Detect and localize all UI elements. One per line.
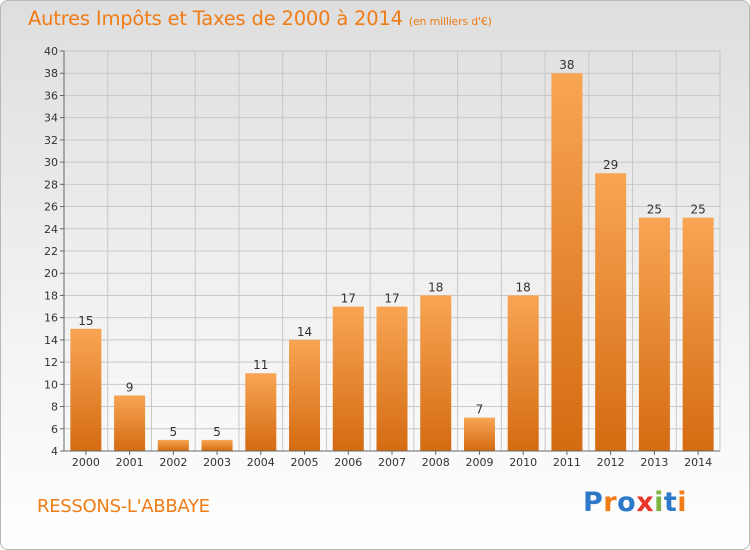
y-tick-label: 10 [44, 378, 58, 391]
chart-title-text: Autres Impôts et Taxes de 2000 à 2014 [28, 7, 403, 30]
y-tick-label: 14 [44, 334, 58, 347]
x-tick-label: 2003 [203, 456, 231, 469]
y-tick-label: 22 [44, 245, 58, 258]
y-tick-label: 32 [44, 134, 58, 147]
bar-value-label: 14 [297, 325, 312, 339]
y-tick-label: 16 [44, 312, 58, 325]
bar [638, 217, 670, 451]
x-tick-label: 2011 [553, 456, 581, 469]
y-tick-label: 8 [51, 401, 58, 414]
x-tick-label: 2006 [334, 456, 362, 469]
y-tick-label: 30 [44, 156, 58, 169]
x-tick-label: 2007 [378, 456, 406, 469]
logo-letter: o [617, 487, 637, 518]
logo-letter: P [583, 487, 604, 518]
x-tick-label: 2002 [159, 456, 187, 469]
bar-value-label: 15 [78, 314, 93, 328]
bar [551, 73, 583, 451]
bar [70, 328, 102, 451]
bar-value-label: 18 [428, 280, 443, 294]
x-tick-label: 2013 [640, 456, 668, 469]
y-tick-label: 12 [44, 356, 58, 369]
y-tick-label: 28 [44, 178, 58, 191]
bar-value-label: 7 [476, 403, 484, 417]
x-tick-label: 2001 [116, 456, 144, 469]
x-tick-label: 2005 [291, 456, 319, 469]
bar-value-label: 25 [690, 203, 705, 217]
bar-value-label: 18 [516, 280, 531, 294]
y-tick-label: 36 [44, 89, 58, 102]
bar [463, 417, 495, 451]
x-tick-label: 2014 [684, 456, 712, 469]
bar-value-label: 29 [603, 158, 618, 172]
axes: 4 6 8 10 12 14 16 18 20 22 24 26 28 30 32 34 36 38 40 2000 2… [44, 45, 720, 469]
y-tick-label: 24 [44, 223, 58, 236]
bar [114, 395, 146, 451]
bar-value-label: 25 [647, 203, 662, 217]
x-tick-label: 2008 [422, 456, 450, 469]
bar [332, 306, 364, 451]
logo-letter: r [603, 487, 618, 518]
x-tick-label: 2010 [509, 456, 537, 469]
bar [507, 295, 539, 451]
bar [595, 173, 627, 451]
y-tick-label: 6 [51, 423, 58, 436]
bar [682, 217, 714, 451]
proxiti-logo: Proxiti [583, 487, 687, 518]
y-tick-label: 4 [51, 445, 58, 458]
bar [420, 295, 452, 451]
commune-name: RESSONS-L'ABBAYE [37, 496, 210, 517]
x-tick-label: 2009 [465, 456, 493, 469]
chart-title: Autres Impôts et Taxes de 2000 à 2014 (en… [28, 7, 492, 30]
bar [201, 439, 233, 451]
x-tick-label: 2004 [247, 456, 275, 469]
bar-value-label: 5 [170, 425, 178, 439]
chart-unit: (en milliers d'€) [408, 15, 492, 28]
logo-letter: i [677, 487, 688, 518]
bar-value-label: 38 [559, 58, 574, 72]
y-tick-label: 18 [44, 289, 58, 302]
x-tick-label: 2000 [72, 456, 100, 469]
y-tick-label: 34 [44, 112, 58, 125]
bars: 15 9 5 5 11 14 17 17 18 7 18 38 29 25 25 [70, 58, 714, 451]
bar-value-label: 5 [213, 425, 221, 439]
bar-value-label: 11 [253, 358, 268, 372]
bar-value-label: 9 [126, 380, 134, 394]
logo-letter: x [636, 487, 655, 518]
logo-letter: i [654, 487, 664, 518]
bar [289, 339, 321, 451]
x-tick-label: 2012 [597, 456, 625, 469]
y-tick-label: 26 [44, 201, 58, 214]
bar-value-label: 17 [341, 292, 356, 306]
bar [245, 373, 277, 451]
y-tick-label: 40 [44, 45, 58, 58]
y-tick-label: 38 [44, 67, 58, 80]
bar-value-label: 17 [384, 292, 399, 306]
bar [157, 439, 189, 451]
bar [376, 306, 408, 451]
y-tick-label: 20 [44, 267, 58, 280]
logo-letter: t [663, 487, 678, 518]
